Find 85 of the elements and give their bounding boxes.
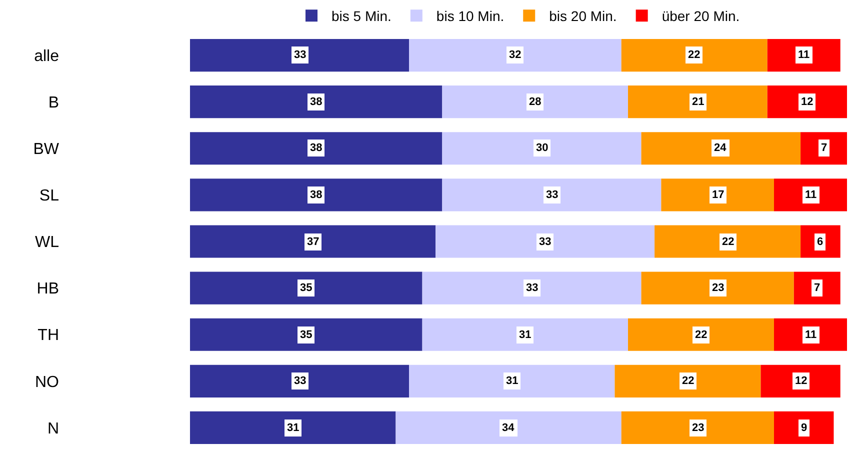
data-label: 33 [294,49,306,61]
bar [614,364,761,398]
y-tick-label: alle [34,48,60,65]
y-tick-label: SL [39,188,60,205]
bar [760,364,840,398]
data-label: 11 [805,189,817,201]
y-tick-label: NO [35,374,59,391]
legend-label: bis 5 Min. [332,8,392,24]
bar [190,364,409,398]
legend-label: bis 20 Min. [549,8,617,24]
data-label: 30 [536,142,548,154]
bar [800,225,840,258]
y-tick-label: HB [36,280,59,298]
bar [190,38,409,72]
bar [661,178,774,212]
bar [800,132,847,165]
data-label: 35 [300,282,312,294]
data-label: 33 [546,189,558,201]
bar [442,178,662,212]
bar [190,272,422,304]
data-label: 35 [300,329,312,341]
data-label: 22 [688,49,700,61]
data-label: 7 [814,282,820,294]
bar [409,38,622,72]
y-tick-label: N [47,420,59,438]
bar [190,178,442,212]
data-label: 23 [712,282,724,294]
bar [190,318,422,351]
bar [767,38,840,72]
y-tick-label: B [48,94,59,112]
data-label: 31 [287,422,300,434]
data-label: 12 [795,375,808,387]
bar [190,132,442,165]
data-label: 9 [801,422,808,434]
bar [628,318,774,351]
bar [422,318,628,351]
bar [621,38,768,72]
data-label: 34 [502,422,516,434]
bar [621,411,774,444]
bar [422,272,642,304]
data-label: 24 [714,142,728,154]
data-label: 38 [310,96,322,108]
bar [767,86,847,118]
data-label: 32 [509,49,522,61]
bar [628,86,768,118]
data-label: 38 [310,142,322,154]
data-label: 33 [294,375,306,387]
bar [436,225,655,258]
data-label: 33 [526,282,538,294]
data-label: 12 [801,96,814,108]
y-tick-label: BW [33,140,60,158]
data-label: 11 [798,49,810,61]
bar [641,272,794,304]
bar [442,132,642,165]
bar [396,411,622,444]
bar [641,132,801,165]
bar [774,178,847,212]
data-label: 37 [307,236,320,248]
data-label: 31 [519,329,532,341]
legend-label: über 20 Min. [662,8,740,24]
data-label: 21 [692,96,704,108]
y-tick-label: TH [38,327,59,344]
bar [409,364,615,398]
bar [654,225,801,258]
bar [190,411,396,444]
legend-label: bis 10 Min. [436,8,504,24]
data-label: 23 [692,422,704,434]
data-label: 28 [529,96,542,108]
data-label: 38 [310,189,322,201]
bar [794,272,840,304]
bar [442,86,628,118]
data-label: 22 [682,375,694,387]
data-label: 17 [712,189,724,201]
data-label: 6 [817,236,824,248]
data-label: 33 [539,236,552,248]
data-label: 22 [722,236,734,248]
data-label: 22 [695,329,708,341]
data-label: 31 [506,375,518,387]
bar [190,86,442,118]
bar [190,225,436,258]
y-tick-label: WL [35,234,60,252]
data-label: 7 [821,142,828,154]
bar [774,411,834,444]
data-label: 11 [805,329,817,341]
bar [774,318,847,351]
